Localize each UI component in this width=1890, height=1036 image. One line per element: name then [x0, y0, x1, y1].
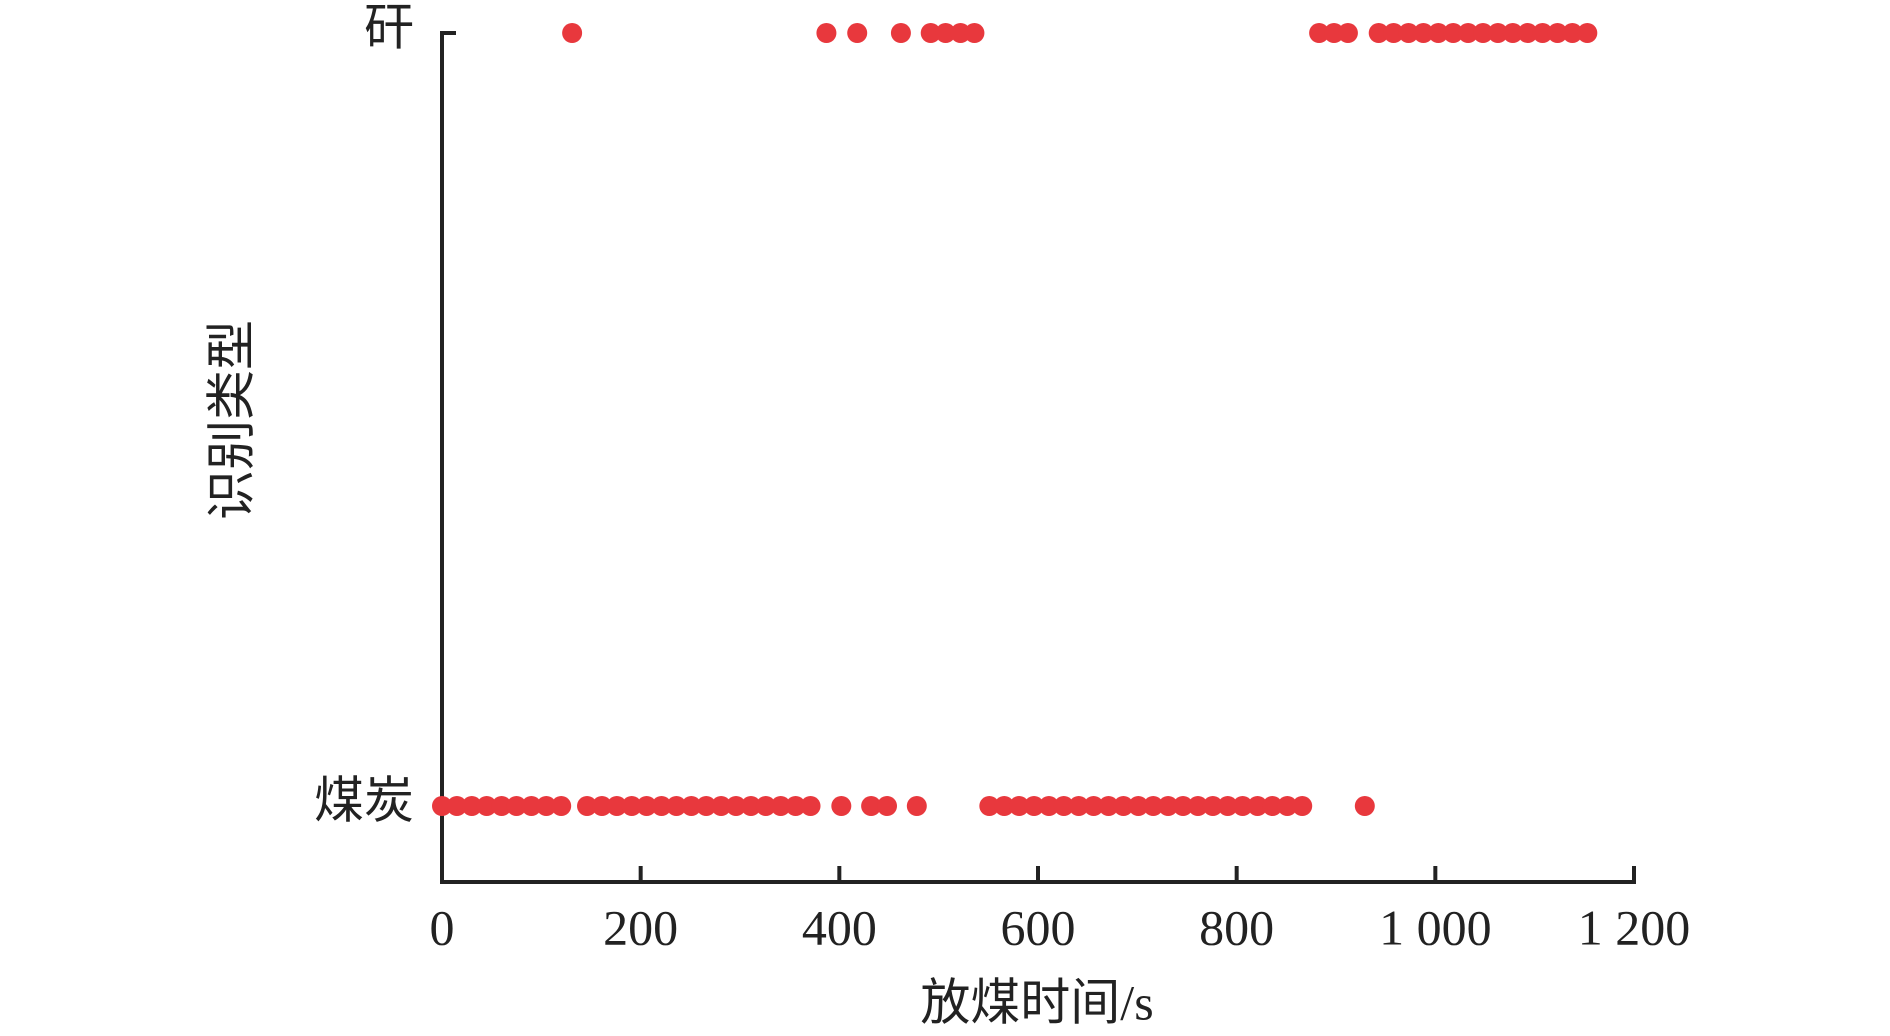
point: [1354, 796, 1375, 816]
point: [785, 796, 806, 816]
point: [1547, 23, 1568, 43]
point: [1232, 796, 1253, 816]
point: [755, 796, 776, 816]
x-tick-label: 200: [603, 899, 678, 955]
point: [551, 796, 572, 816]
point: [1532, 23, 1553, 43]
y-axis-title: 识别类型: [203, 320, 259, 520]
point: [621, 796, 642, 816]
point: [606, 796, 627, 816]
point: [1083, 796, 1104, 816]
point: [1128, 796, 1149, 816]
x-tick-label: 800: [1199, 899, 1274, 955]
point: [1413, 23, 1434, 43]
point: [1383, 23, 1404, 43]
point: [1428, 23, 1449, 43]
x-tick-label: 400: [802, 899, 877, 955]
point: [979, 796, 1000, 816]
x-tick-label: 600: [1001, 899, 1076, 955]
point: [1473, 23, 1494, 43]
x-axis-title: 放煤时间/s: [920, 974, 1153, 1030]
point: [1098, 796, 1119, 816]
point: [964, 23, 985, 43]
point: [1068, 796, 1089, 816]
point: [506, 796, 527, 816]
y-tick-label: 煤炭: [314, 772, 414, 828]
point: [800, 796, 821, 816]
point: [1292, 796, 1313, 816]
point: [446, 796, 467, 816]
point: [1009, 796, 1030, 816]
point: [1443, 23, 1464, 43]
point: [577, 796, 598, 816]
point: [1324, 23, 1345, 43]
point: [432, 796, 452, 816]
point: [562, 23, 583, 43]
point: [491, 796, 512, 816]
point: [1458, 23, 1479, 43]
x-tick-label: 1 000: [1379, 899, 1492, 955]
point: [1187, 796, 1208, 816]
point: [726, 796, 747, 816]
point: [740, 796, 761, 816]
x-tick-label: 1 200: [1578, 899, 1691, 955]
point: [651, 796, 672, 816]
point: [994, 796, 1015, 816]
point: [920, 23, 941, 43]
point: [1158, 796, 1179, 816]
point: [1113, 796, 1134, 816]
point: [636, 796, 657, 816]
point: [1053, 796, 1074, 816]
point: [1517, 23, 1538, 43]
point: [935, 23, 956, 43]
point: [666, 796, 687, 816]
point: [1577, 23, 1598, 43]
point: [1487, 23, 1508, 43]
point: [1562, 23, 1583, 43]
point: [861, 796, 882, 816]
point: [521, 796, 542, 816]
y-tick-label: 矸: [364, 0, 414, 55]
point: [1277, 796, 1298, 816]
point: [890, 23, 911, 43]
point: [711, 796, 732, 816]
point: [1262, 796, 1283, 816]
point: [816, 23, 837, 43]
point: [696, 796, 717, 816]
point: [1173, 796, 1194, 816]
point: [770, 796, 791, 816]
point: [1217, 796, 1238, 816]
point: [681, 796, 702, 816]
point: [1024, 796, 1045, 816]
point: [476, 796, 497, 816]
point: [591, 796, 612, 816]
point: [1247, 796, 1268, 816]
point: [1038, 796, 1059, 816]
point: [461, 796, 482, 816]
point: [847, 23, 868, 43]
point: [1143, 796, 1164, 816]
x-tick-label: 0: [430, 899, 455, 955]
point: [1398, 23, 1419, 43]
point: [1502, 23, 1523, 43]
point: [1337, 23, 1358, 43]
point: [950, 23, 971, 43]
point: [831, 796, 852, 816]
point: [1309, 23, 1330, 43]
point: [536, 796, 557, 816]
point: [1368, 23, 1389, 43]
point: [906, 796, 927, 816]
point: [877, 796, 898, 816]
point: [1202, 796, 1223, 816]
